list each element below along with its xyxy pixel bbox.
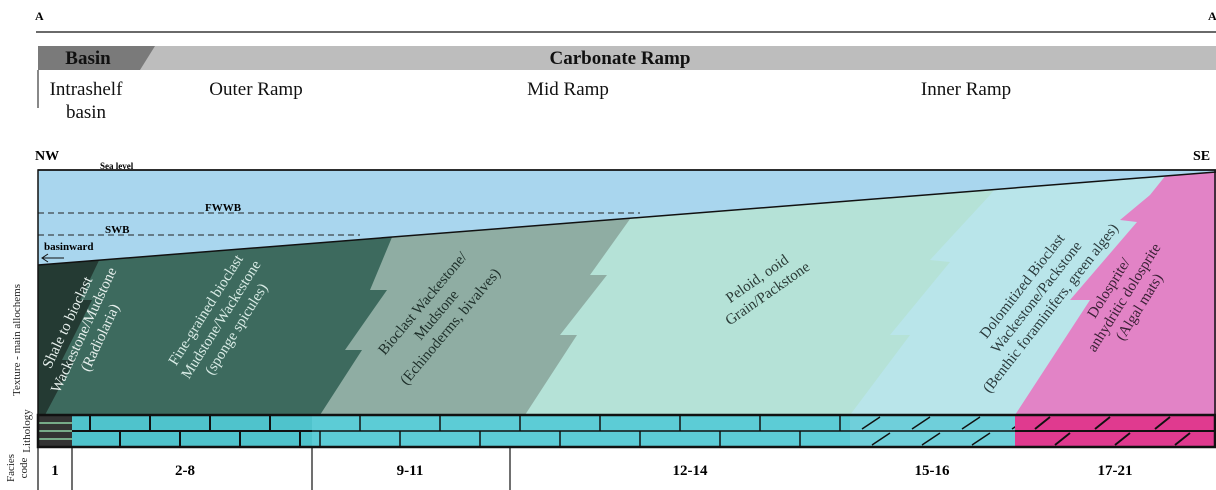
zone-label: Intrashelf [50, 79, 123, 100]
section-end: A [1208, 9, 1216, 23]
facies-belt [1015, 170, 1216, 415]
facies-code: 12-14 [673, 463, 708, 479]
ramp-bar [38, 46, 1216, 70]
section-start: A [35, 9, 44, 23]
lithology-frame [36, 413, 1216, 449]
lithology-row-label: Lithology [21, 409, 33, 453]
facies-row-label: Facies [5, 454, 17, 482]
lithology-cell [72, 415, 312, 447]
basinward-arrow [41, 253, 64, 263]
code-dividers [37, 447, 511, 490]
lithology-pattern [38, 422, 72, 440]
fwwb-label: FWWB [205, 202, 242, 214]
lithology-cell [312, 415, 510, 447]
facies-code: 9-11 [397, 463, 424, 479]
basin-label: Basin [65, 48, 111, 69]
zone-label: Outer Ramp [209, 79, 302, 100]
lithology-cell [510, 415, 850, 447]
code-row-label: code [18, 458, 30, 479]
facies-code: 15-16 [915, 463, 950, 479]
zone-label: Mid Ramp [527, 79, 609, 100]
facies-code: 17-21 [1098, 463, 1133, 479]
zone-label: Inner Ramp [921, 79, 1011, 100]
swb-label: SWB [105, 224, 130, 236]
texture-row-label: Texture - main allochems [11, 284, 23, 396]
nw-label: NW [35, 149, 59, 164]
sea-level-label: Sea level [100, 161, 134, 171]
basinward-label: basinward [44, 241, 94, 253]
facies-code: 2-8 [175, 463, 195, 479]
lithology-cell [850, 415, 1015, 447]
se-label: SE [1193, 149, 1210, 164]
facies-code: 1 [51, 463, 59, 479]
zone-label: basin [66, 102, 107, 123]
lithology-cell [1015, 415, 1216, 447]
ramp-label: Carbonate Ramp [550, 48, 691, 69]
basin-bar [38, 46, 155, 70]
sea-floor [37, 171, 1216, 266]
